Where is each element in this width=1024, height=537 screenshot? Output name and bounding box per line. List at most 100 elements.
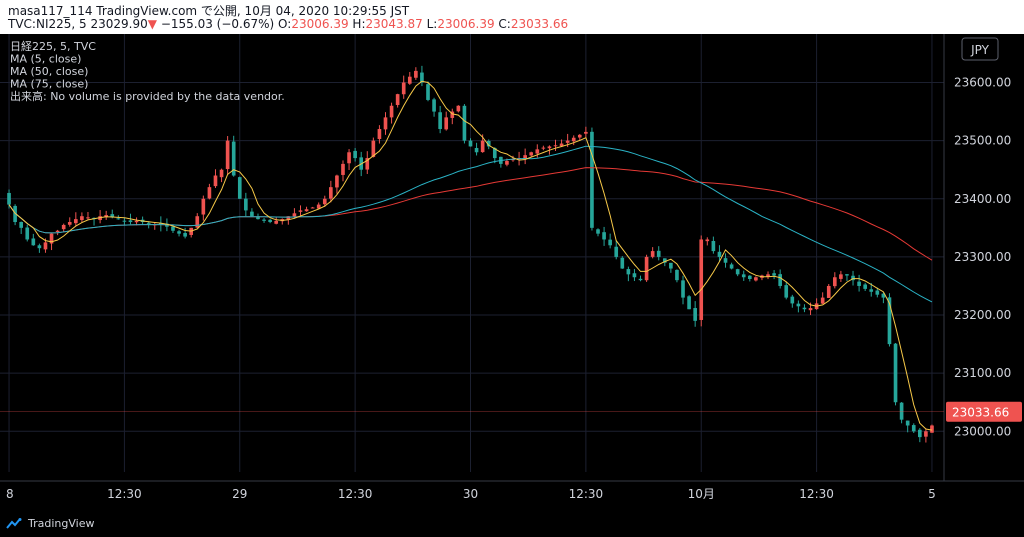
change-value: −155.03 (−0.67%) [160,17,275,31]
candle-body [110,214,115,218]
candle-body [450,111,455,118]
candle-body [590,131,594,228]
candle-body [274,220,279,224]
currency-label: JPY [970,43,990,57]
candle-body [159,223,163,225]
candle-body [766,274,770,277]
candle-body [389,105,394,118]
chart-header: masa117_114 TradingView.com で公開, 10月 04,… [0,0,1024,34]
candle-body [244,198,248,211]
currency-box [961,37,999,61]
price-chart[interactable]: 23000.00 23100.00 23200.00 23300.00 23400.00… [0,34,1024,511]
candle-body [468,140,473,147]
candle-body [134,220,139,223]
candle-body [747,275,752,279]
candle-body [213,175,218,187]
candle-body [444,117,449,130]
candle-body [219,169,224,178]
candle-body [104,215,109,218]
candle-body [171,226,175,231]
candle-body [650,251,655,257]
candle-body [881,293,886,298]
tradingview-logo[interactable]: TradingView [6,517,94,530]
y-tick-label: 23300.00 [954,250,1011,264]
open-value: 23006.39 [291,17,349,31]
last-price-label: 23033.66 [952,406,1009,420]
candle-body [177,231,181,234]
symbol-label: TVC:NI225, 5 [8,17,87,31]
y-tick-label: 23400.00 [954,192,1011,206]
candle-body [480,140,485,153]
y-tick-label: 23600.00 [954,76,1011,90]
candle-body [541,147,546,149]
candle-body [329,187,333,199]
high-label: H: [352,17,366,31]
candle-body [656,250,661,257]
legend-item: MA (75, close) [10,78,88,91]
candle-body [930,425,934,433]
open-label: O: [278,17,292,31]
candle-body [347,152,351,164]
candle-body [377,129,382,139]
y-tick-label: 23000.00 [954,424,1011,438]
high-value: 23043.87 [365,17,423,31]
candle-body [511,159,515,161]
candle-body [207,187,212,199]
legend-item: MA (5, close) [10,53,81,66]
candle-body [911,425,916,432]
candle-body [462,105,467,141]
ma5-line [8,80,933,431]
candle-body [632,273,637,278]
candle-body [286,216,291,220]
candle-body [292,213,297,217]
candle-body [857,281,861,286]
candle-body [25,227,30,240]
candle-body [456,105,461,112]
close-value: 23033.66 [510,17,569,31]
candle-body [620,257,625,269]
candle-body [426,84,430,100]
last-price-tag [946,401,1022,422]
candle-body [49,233,54,244]
candle-body [201,198,206,215]
candle-body [420,72,424,83]
candle-body [687,296,691,310]
candle-body [146,222,151,224]
candle-body [432,99,436,112]
candle-body [55,230,60,233]
candle-body [195,216,200,228]
candle-body [832,277,837,287]
candle-body [335,175,339,188]
candle-body [262,219,266,221]
candle-body [638,278,643,281]
candle-body [820,297,825,304]
candle-body [353,150,357,159]
candle-body [735,269,740,275]
candle-body [256,216,260,220]
candle-body [523,155,527,159]
candle-body [863,284,867,289]
candle-body [43,242,48,250]
candle-body [371,140,376,157]
x-tick-label: 12:30 [799,487,834,501]
candle-body [790,296,795,304]
candle-body [869,289,874,292]
low-label: L: [426,17,438,31]
candle-body [699,239,704,320]
tradingview-icon [6,517,22,529]
x-tick-label: 12:30 [569,487,604,501]
candle-body [614,246,619,257]
footer: TradingView [0,511,1024,537]
publish-info: masa117_114 TradingView.com で公開, 10月 04,… [8,4,410,18]
candle-body [577,134,582,138]
candle-body [250,211,254,217]
candle-body [924,431,928,437]
candle-body [675,269,679,281]
x-tick-label: 8 [6,487,14,501]
candle-body [7,192,11,205]
candle-body [845,274,849,276]
candle-body [505,160,509,165]
x-tick-label: 30 [463,487,478,501]
candle-body [438,112,442,130]
candle-body [37,245,42,249]
